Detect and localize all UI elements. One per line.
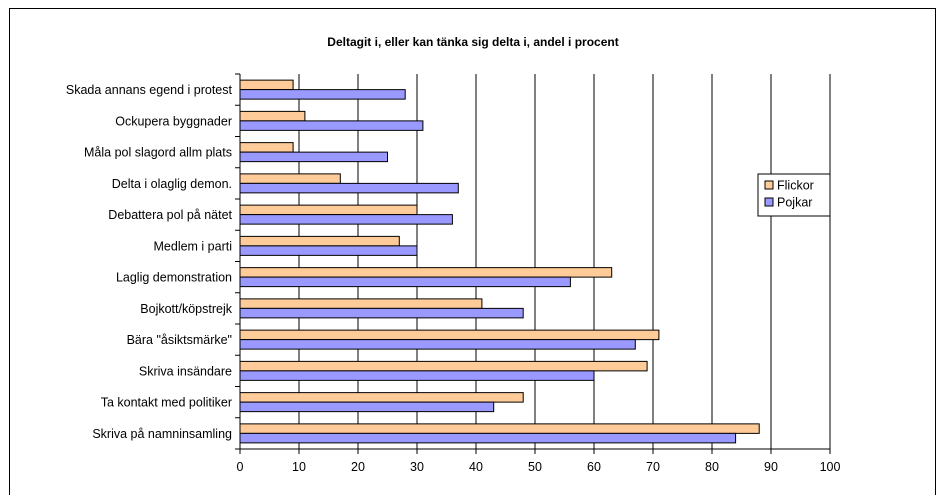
bar-pojkar	[239, 401, 495, 413]
legend-label-pojkar: Pojkar	[777, 196, 812, 210]
bar-flickor	[239, 298, 483, 309]
x-tick-label: 20	[351, 460, 365, 474]
bar-flickor	[239, 423, 760, 434]
category-label: Skada annans egend i protest	[66, 83, 233, 97]
category-label: Skriva på namninsamling	[92, 427, 232, 441]
bar-pojkar	[239, 276, 571, 288]
x-tick-label: 30	[410, 460, 424, 474]
bar-flickor	[239, 360, 648, 372]
bar-pojkar	[239, 89, 406, 100]
x-tick-label: 60	[587, 460, 601, 474]
bar-flickor	[239, 110, 306, 122]
category-label: Ta kontakt med politiker	[101, 396, 232, 410]
legend-swatch-flickor	[764, 180, 774, 190]
bar-flickor	[239, 267, 613, 278]
x-tick-label: 50	[528, 460, 542, 474]
category-label: Bära "åsiktsmärke"	[127, 333, 232, 347]
bar-flickor	[239, 329, 660, 341]
x-tick-label: 40	[469, 460, 483, 474]
bar-pojkar	[239, 182, 459, 194]
category-label: Skriva insändare	[139, 364, 232, 378]
x-tick-label: 10	[292, 460, 306, 474]
bar-flickor	[239, 79, 294, 91]
chart-title: Deltagit i, eller kan tänka sig delta i,…	[327, 35, 619, 49]
category-label: Debattera pol på nätet	[108, 208, 232, 222]
category-label: Ockupera byggnader	[115, 114, 232, 128]
category-label: Måla pol slagord allm plats	[84, 146, 232, 160]
x-tick-label: 80	[705, 460, 719, 474]
bar-pojkar	[239, 120, 424, 131]
bar-flickor	[239, 204, 418, 216]
category-label: Laglig demonstration	[116, 271, 232, 285]
x-tick-label: 0	[237, 460, 244, 474]
bar-flickor	[239, 173, 341, 184]
legend-swatch-pojkar	[764, 197, 774, 207]
bar-pojkar	[239, 307, 524, 319]
bar-pojkar	[239, 151, 388, 163]
bar-flickor	[239, 392, 524, 403]
x-tick-label: 90	[764, 460, 778, 474]
bar-pojkar	[239, 370, 595, 381]
legend-label-flickor: Flickor	[777, 179, 814, 193]
bar-pojkar	[239, 245, 418, 256]
bar-pojkar	[239, 214, 453, 225]
category-label: Bojkott/köpstrejk	[140, 302, 232, 316]
category-label: Medlem i parti	[154, 239, 233, 253]
x-tick-label: 70	[646, 460, 660, 474]
bar-flickor	[239, 142, 294, 153]
bar-pojkar	[239, 339, 636, 350]
bar-flickor	[239, 235, 400, 247]
x-tick-label: 100	[820, 460, 841, 474]
category-label: Delta i olaglig demon.	[112, 177, 232, 191]
bar-pojkar	[239, 432, 737, 444]
chart-frame	[9, 8, 936, 495]
